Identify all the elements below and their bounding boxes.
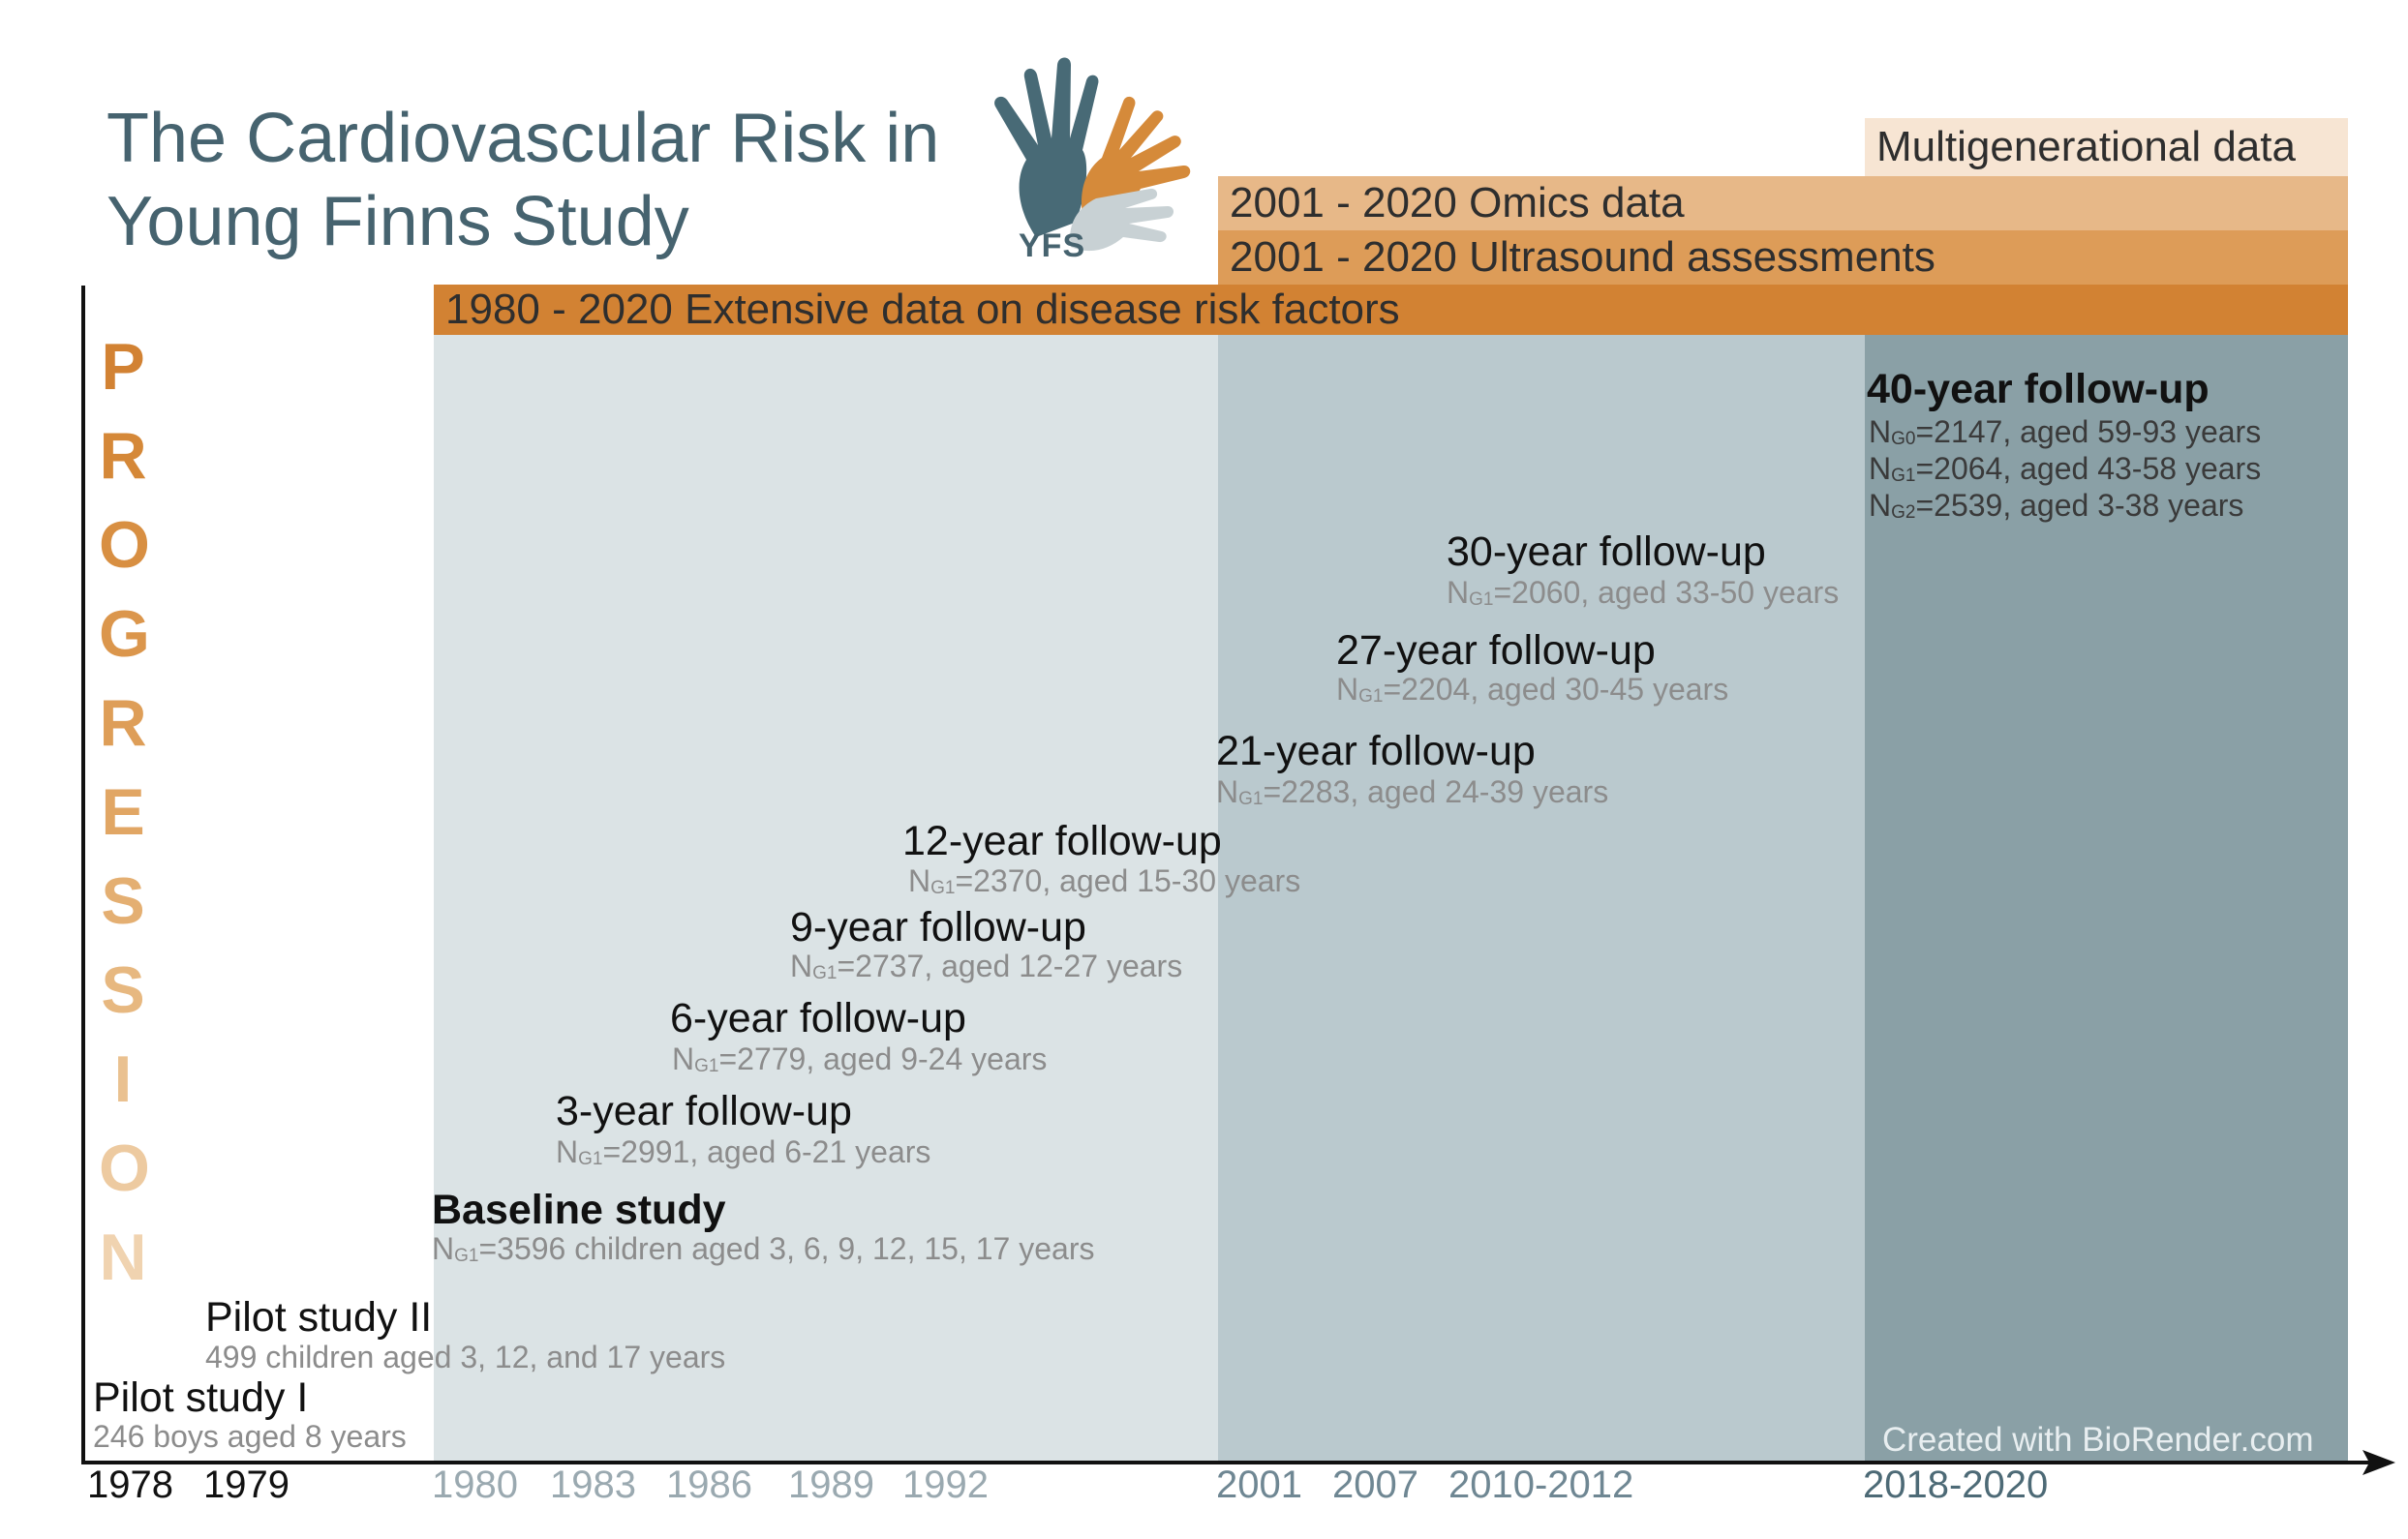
fu-27-year-title: 27-year follow-up bbox=[1336, 627, 1656, 674]
progression-letter: P bbox=[101, 330, 145, 404]
pilot-study-1-detail: 246 boys aged 8 years bbox=[93, 1419, 407, 1454]
progression-letter: R bbox=[99, 419, 147, 493]
fu-3-year-detail: NG1=2991, aged 6-21 years bbox=[556, 1134, 931, 1169]
x-axis-line bbox=[81, 1461, 2378, 1464]
progression-letter: G bbox=[99, 597, 150, 671]
fu-3-year-title: 3-year follow-up bbox=[556, 1088, 852, 1134]
axis-tick-2018-2020: 2018-2020 bbox=[1863, 1464, 2049, 1506]
progression-letter: E bbox=[101, 775, 145, 849]
panel-2018-2020 bbox=[1865, 334, 2348, 1464]
hands-icon bbox=[994, 57, 1191, 252]
axis-tick-2007: 2007 bbox=[1332, 1464, 1418, 1506]
grey-hand-icon bbox=[1070, 188, 1174, 252]
title-line-1: The Cardiovascular Risk in bbox=[107, 100, 940, 177]
axis-tick-1992: 1992 bbox=[902, 1464, 989, 1506]
progression-letter: S bbox=[101, 864, 145, 938]
progression-letter: O bbox=[99, 1132, 150, 1205]
progression-letter: N bbox=[99, 1221, 147, 1294]
page-title: The Cardiovascular Risk in Young Finns S… bbox=[107, 97, 939, 263]
band-multigenerational: Multigenerational data bbox=[1865, 118, 2348, 176]
yfs-logo: YFS bbox=[978, 53, 1201, 276]
progression-letter: I bbox=[113, 1042, 133, 1116]
fu-12-year-detail: NG1=2370, aged 15-30 years bbox=[908, 863, 1301, 898]
axis-tick-1989: 1989 bbox=[788, 1464, 874, 1506]
axis-tick-2010-2012: 2010-2012 bbox=[1448, 1464, 1634, 1506]
band-omics-label: 2001 - 2020 Omics data bbox=[1230, 179, 1685, 226]
axis-tick-1983: 1983 bbox=[550, 1464, 636, 1506]
progression-letter: R bbox=[99, 686, 147, 760]
baseline-study-title: Baseline study bbox=[432, 1187, 726, 1233]
y-axis-line bbox=[81, 286, 85, 1464]
fu-21-year-detail: NG1=2283, aged 24-39 years bbox=[1216, 774, 1609, 809]
band-omics: 2001 - 2020 Omics data bbox=[1218, 176, 2348, 230]
pilot-study-2-detail: 499 children aged 3, 12, and 17 years bbox=[205, 1340, 726, 1374]
axis-tick-2001: 2001 bbox=[1216, 1464, 1302, 1506]
x-axis-arrow-icon bbox=[2362, 1450, 2395, 1475]
pilot-study-2-title: Pilot study II bbox=[205, 1294, 433, 1341]
axis-tick-1979: 1979 bbox=[203, 1464, 290, 1506]
fu-40-year-detail-g0: NG0=2147, aged 59-93 years bbox=[1869, 414, 2262, 449]
pilot-study-1-title: Pilot study I bbox=[93, 1374, 309, 1421]
fu-9-year-detail: NG1=2737, aged 12-27 years bbox=[790, 949, 1183, 983]
band-multigenerational-label: Multigenerational data bbox=[1876, 123, 2296, 170]
fu-30-year-detail: NG1=2060, aged 33-50 years bbox=[1447, 575, 1840, 610]
fu-12-year-title: 12-year follow-up bbox=[902, 818, 1222, 864]
baseline-study-detail: NG1=3596 children aged 3, 6, 9, 12, 15, … bbox=[432, 1231, 1095, 1266]
credit-text: Created with BioRender.com bbox=[1882, 1421, 2314, 1459]
orange-hand-icon bbox=[1081, 96, 1191, 217]
band-ultrasound: 2001 - 2020 Ultrasound assessments bbox=[1218, 230, 2348, 285]
panel-2001-2012 bbox=[1218, 334, 1865, 1464]
fu-27-year-detail: NG1=2204, aged 30-45 years bbox=[1336, 672, 1729, 707]
fu-9-year-title: 9-year follow-up bbox=[790, 904, 1086, 951]
axis-tick-1980: 1980 bbox=[432, 1464, 518, 1506]
fu-40-year-detail-g1: NG1=2064, aged 43-58 years bbox=[1869, 451, 2262, 486]
fu-21-year-title: 21-year follow-up bbox=[1216, 728, 1536, 774]
axis-tick-1986: 1986 bbox=[666, 1464, 752, 1506]
band-risk-factors: 1980 - 2020 Extensive data on disease ri… bbox=[434, 285, 2348, 335]
band-risk-factors-label: 1980 - 2020 Extensive data on disease ri… bbox=[445, 286, 1400, 333]
progression-letter: S bbox=[101, 953, 145, 1027]
logo-text: YFS bbox=[1019, 227, 1086, 264]
title-line-2: Young Finns Study bbox=[107, 183, 689, 260]
axis-tick-1978: 1978 bbox=[87, 1464, 173, 1506]
fu-6-year-title: 6-year follow-up bbox=[670, 995, 966, 1041]
fu-40-year-title: 40-year follow-up bbox=[1867, 366, 2210, 412]
panel-1980-1992 bbox=[434, 334, 1218, 1464]
fu-6-year-detail: NG1=2779, aged 9-24 years bbox=[672, 1041, 1048, 1076]
band-ultrasound-label: 2001 - 2020 Ultrasound assessments bbox=[1230, 233, 1936, 281]
fu-30-year-title: 30-year follow-up bbox=[1447, 528, 1766, 575]
blue-hand-icon bbox=[994, 57, 1099, 237]
fu-40-year-detail-g2: NG2=2539, aged 3-38 years bbox=[1869, 488, 2244, 523]
progression-letter: O bbox=[99, 508, 150, 582]
